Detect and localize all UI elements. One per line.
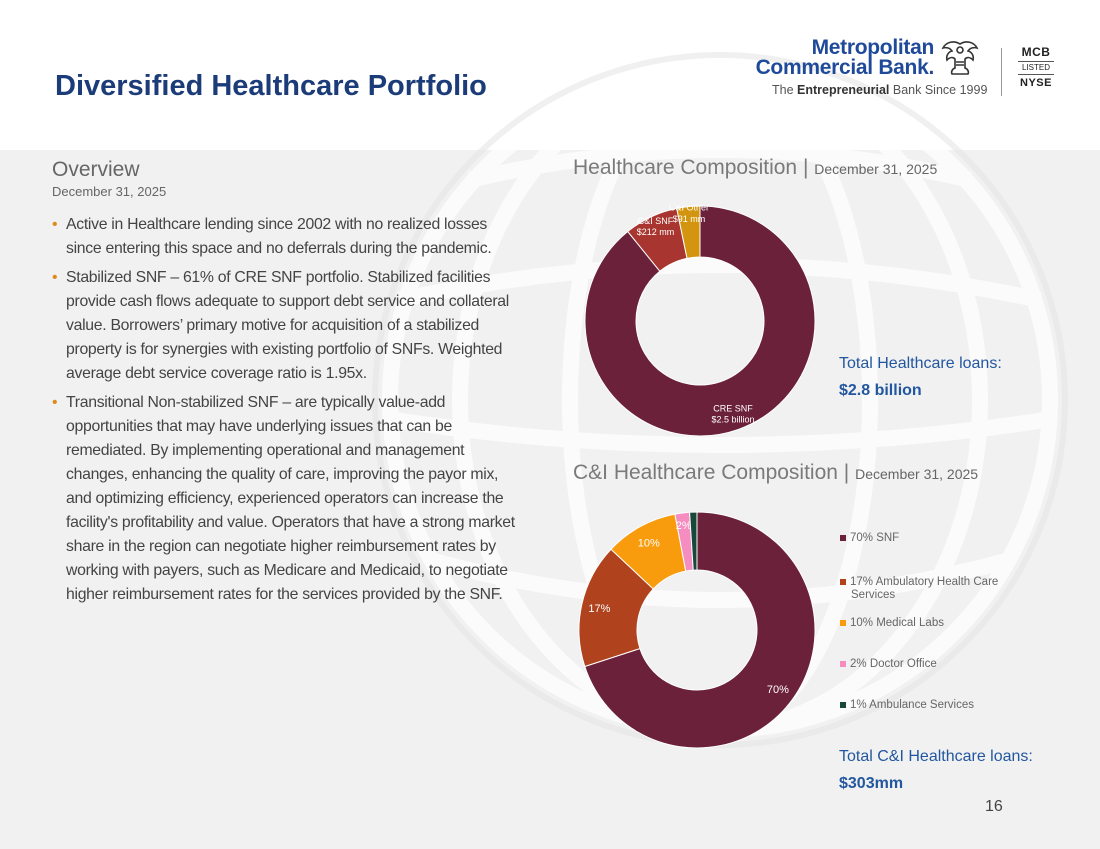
ticker-symbol: MCB bbox=[1021, 45, 1051, 59]
nyse-listing-badge: MCB LISTED NYSE bbox=[1016, 46, 1056, 89]
ci-composition-heading: C&I Healthcare Composition | December 31… bbox=[573, 461, 978, 485]
slice-label-ambulatory-health-care-services: 17% bbox=[588, 603, 610, 615]
heading-separator: | bbox=[802, 156, 809, 179]
legend-label: 17% Ambulatory Health Care Services bbox=[850, 576, 999, 601]
total-healthcare-value: $2.8 billion bbox=[839, 382, 922, 399]
total-ci-label: Total C&I Healthcare loans: bbox=[839, 748, 1033, 765]
slice-label-snf: 70% bbox=[767, 684, 789, 696]
legend-swatch bbox=[840, 701, 846, 708]
logo-name-line1: Metropolitan bbox=[811, 36, 935, 59]
page-title: Diversified Healthcare Portfolio bbox=[55, 70, 487, 102]
total-healthcare-loans: Total Healthcare loans: $2.8 billion bbox=[839, 350, 1002, 404]
legend-swatch bbox=[840, 660, 846, 667]
slice-label-c-i-snf: C&I SNF $212 mm bbox=[637, 216, 675, 237]
slice-label-cre-snf: CRE SNF $2.5 billion bbox=[711, 403, 754, 424]
page-number: 16 bbox=[985, 798, 1003, 815]
ci-composition-donut-chart: 70% 17% 10% 2% bbox=[578, 511, 816, 749]
ci-heading-date: December 31, 2025 bbox=[855, 466, 979, 482]
total-healthcare-label: Total Healthcare loans: bbox=[839, 355, 1002, 372]
legend-label: 70% SNF bbox=[850, 532, 900, 544]
overview-bullet: Active in Healthcare lending since 2002 … bbox=[52, 213, 522, 261]
tagline-suffix: Bank Since 1999 bbox=[889, 83, 988, 97]
logo-name-line2: Commercial Bank. bbox=[755, 56, 935, 79]
healthcare-heading-text: Healthcare Composition bbox=[573, 156, 798, 179]
total-ci-value: $303mm bbox=[839, 775, 904, 792]
legend-item-snf: 70% SNF bbox=[840, 532, 899, 545]
legend-label: 2% Doctor Office bbox=[850, 658, 937, 670]
healthcare-composition-heading: Healthcare Composition | December 31, 20… bbox=[573, 156, 937, 180]
ci-heading-text: C&I Healthcare Composition bbox=[573, 461, 838, 484]
listed-label: LISTED bbox=[1018, 61, 1054, 75]
overview-bullet-list: Active in Healthcare lending since 2002 … bbox=[52, 213, 522, 612]
overview-bullet: Stabilized SNF – 61% of CRE SNF portfoli… bbox=[52, 266, 522, 386]
legend-label: 10% Medical Labs bbox=[850, 617, 944, 629]
logo-divider bbox=[1001, 48, 1002, 96]
company-logo: Metropolitan Commercial Bank. The Entrep… bbox=[756, 37, 1068, 104]
overview-date: December 31, 2025 bbox=[52, 184, 167, 199]
donut-slice-cre-snf bbox=[584, 205, 816, 437]
legend-item-ambulance-services: 1% Ambulance Services bbox=[840, 699, 974, 712]
eagle-icon bbox=[941, 41, 979, 75]
logo-tagline: The Entrepreneurial Bank Since 1999 bbox=[772, 83, 987, 97]
legend-item-doctor-office: 2% Doctor Office bbox=[840, 658, 937, 671]
donut-slice-snf bbox=[584, 511, 816, 749]
legend-swatch bbox=[840, 534, 846, 541]
logo-wordmark: Metropolitan Commercial Bank. bbox=[755, 36, 935, 79]
legend-swatch bbox=[840, 619, 846, 626]
slice-label-medical-labs: 10% bbox=[638, 537, 660, 549]
slice-label-doctor-office: 2% bbox=[676, 520, 692, 532]
exchange-name: NYSE bbox=[1020, 77, 1052, 89]
overview-heading: Overview bbox=[52, 158, 140, 181]
donut-slice-c-i-other bbox=[676, 205, 701, 259]
donut-slice-ambulance-services bbox=[689, 511, 698, 571]
total-ci-healthcare-loans: Total C&I Healthcare loans: $303mm bbox=[839, 743, 1033, 797]
overview-bullet: Transitional Non-stabilized SNF – are ty… bbox=[52, 391, 522, 607]
slice-label-c-i-other: C&I Other $91 mm bbox=[669, 205, 709, 224]
tagline-bold: Entrepreneurial bbox=[797, 83, 890, 97]
healthcare-composition-donut-chart: CRE SNF $2.5 billion C&I SNF $212 mmC&I Oth… bbox=[584, 205, 816, 437]
legend-item-ambulatory-health-care-services: 17% Ambulatory Health Care Services bbox=[840, 576, 998, 602]
legend-item-medical-labs: 10% Medical Labs bbox=[840, 617, 944, 630]
legend-label: 1% Ambulance Services bbox=[850, 699, 975, 711]
healthcare-heading-date: December 31, 2025 bbox=[814, 161, 938, 177]
tagline-prefix: The bbox=[772, 83, 798, 97]
heading-separator: | bbox=[843, 461, 850, 484]
legend-swatch bbox=[840, 578, 846, 585]
